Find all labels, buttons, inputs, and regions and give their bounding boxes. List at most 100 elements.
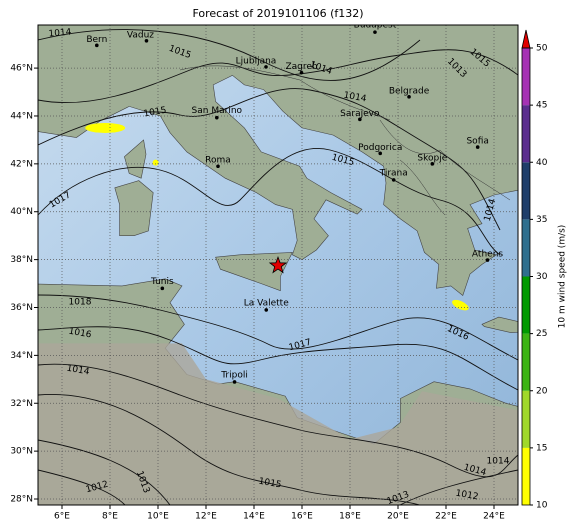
land [114, 180, 154, 236]
isobar-label: 1014 [66, 364, 91, 378]
y-tick-label: 28°N [10, 495, 33, 505]
city-dot [264, 65, 268, 69]
colorbar-segment [522, 447, 530, 505]
x-tick-label: 8°E [102, 512, 118, 522]
colorbar-tick-label: 50 [536, 44, 548, 54]
isobar-label: 1015 [258, 477, 282, 491]
border [439, 149, 511, 201]
y-tick-label: 46°N [10, 64, 33, 74]
x-tick-label: 20°E [387, 512, 409, 522]
city-label: Vaduz [127, 30, 154, 40]
city-dot [430, 162, 435, 166]
city-dot [144, 39, 149, 43]
city-dot [216, 164, 220, 169]
city-label: Sofia [466, 137, 488, 147]
border [299, 79, 391, 121]
y-tick-label: 32°N [10, 399, 33, 409]
isobar [38, 469, 126, 505]
wind-patch [85, 122, 126, 133]
isobar [38, 294, 518, 361]
isobar [399, 469, 518, 505]
city-dot [475, 145, 480, 149]
y-tick-label: 40°N [10, 207, 33, 217]
isobar-label: 1014 [343, 91, 368, 105]
isobar [38, 439, 171, 505]
isobar-label: 1014 [48, 27, 72, 39]
colorbar-label: 10 m wind speed (m/s) [558, 225, 568, 329]
city-label: Tirana [379, 168, 408, 178]
city-label: Tripoli [220, 370, 248, 380]
colorbar-tick-label: 45 [536, 101, 547, 111]
city-dot [160, 286, 165, 291]
colorbar-tick-label: 35 [536, 215, 547, 225]
colorbar-segment [522, 219, 530, 277]
x-tick-label: 18°E [339, 512, 361, 522]
city-dot [215, 115, 219, 120]
land [38, 25, 518, 297]
y-tick-label: 30°N [10, 447, 33, 457]
border [379, 119, 441, 154]
city-label: Roma [205, 156, 231, 166]
x-tick-label: 24°E [483, 512, 505, 522]
border [399, 159, 446, 216]
colorbar-extend [521, 29, 531, 49]
isobar [38, 148, 501, 256]
city-label: Belgrade [389, 86, 430, 96]
city-dot [485, 258, 490, 262]
wind-patch [152, 159, 159, 166]
city-label: Athens [472, 250, 503, 260]
x-tick-label: 22°E [435, 512, 457, 522]
city-label: Zagreb [285, 62, 317, 72]
x-tick-label: 6°E [54, 512, 70, 522]
city-label: Budapest [354, 21, 397, 31]
storm-marker [268, 255, 288, 274]
isobar-label: 1016 [68, 327, 93, 341]
y-tick-label: 42°N [10, 159, 33, 169]
city-dot [407, 95, 411, 99]
colorbar-segment [522, 162, 530, 220]
colorbar-tick-label: 40 [536, 158, 548, 168]
isobar [38, 88, 501, 231]
city-label: San Marino [192, 106, 243, 116]
colorbar-tick-label: 20 [536, 386, 548, 396]
colorbar-segment [522, 390, 530, 448]
city-dot [95, 43, 99, 48]
land [124, 139, 147, 179]
isobar [38, 363, 518, 478]
city-dot [232, 380, 237, 384]
y-tick-label: 44°N [10, 111, 33, 121]
city-label: Podgorica [358, 143, 402, 153]
city-dot [373, 30, 377, 34]
city-label: Tunis [150, 277, 174, 287]
y-tick-label: 36°N [10, 303, 33, 313]
isobar-label: 1012 [455, 489, 479, 503]
colorbar-segment [522, 105, 530, 163]
isobar [38, 326, 518, 391]
colorbar-tick-label: 10 [536, 501, 548, 511]
city-label: Sarajevo [340, 109, 380, 119]
city-dot [358, 117, 362, 122]
colorbar-segment [522, 48, 530, 106]
city-dot [264, 308, 269, 312]
isobar [38, 29, 421, 81]
city-dot [299, 70, 304, 75]
isobar-label: 1014 [487, 457, 510, 467]
city-label: Ljubljana [236, 56, 277, 66]
colorbar-segment [522, 276, 530, 334]
y-tick-label: 34°N [10, 351, 33, 361]
border [179, 65, 301, 81]
city-label: Bern [86, 35, 107, 45]
city-label: Skopje [417, 153, 447, 163]
city-dot [378, 151, 383, 156]
colorbar-tick-label: 25 [536, 329, 547, 339]
land [481, 316, 518, 333]
x-tick-label: 14°E [243, 512, 265, 522]
y-tick-label: 38°N [10, 255, 33, 265]
city-label: La Valette [244, 298, 289, 308]
title: Forecast of 2019101106 (f132) [192, 7, 363, 20]
map-frame [37, 24, 519, 506]
colorbar-segment [522, 333, 530, 391]
colorbar-tick-label: 30 [536, 272, 548, 282]
